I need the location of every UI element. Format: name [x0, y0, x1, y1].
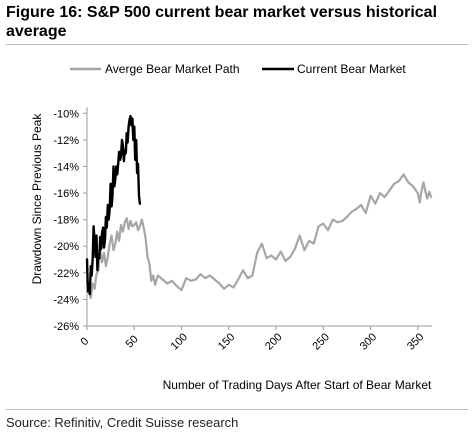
source-divider [6, 409, 468, 410]
legend-label: Current Bear Market [297, 62, 406, 76]
y-tick-label: -18% [53, 215, 79, 227]
source-note: Source: Refinitiv, Credit Suisse researc… [6, 415, 239, 430]
y-tick-label: -16% [53, 188, 79, 200]
y-tick-label: -24% [53, 294, 79, 306]
x-axis-label: Number of Trading Days After Start of Be… [163, 378, 432, 392]
x-tick-label: 100 [169, 331, 190, 352]
x-tick-label: 150 [216, 331, 237, 352]
y-tick-label: -10% [53, 108, 79, 120]
y-tick-label: -22% [53, 268, 79, 280]
chart-legend: Averge Bear Market Path Current Bear Mark… [70, 62, 406, 76]
legend-label: Averge Bear Market Path [105, 62, 240, 76]
x-tick-label: 200 [263, 331, 284, 352]
x-tick-label: 0 [78, 335, 91, 348]
chart-axes: -10% -12% -14% -16% -18% -20% -22% -24% -26% 0 50 1… [53, 107, 432, 353]
line-chart: Averge Bear Market Path Current Bear Mark… [30, 62, 433, 392]
x-tick-label: 50 [124, 333, 141, 350]
chart-area: Averge Bear Market Path Current Bear Mark… [0, 48, 473, 408]
title-divider [6, 44, 468, 45]
y-tick-label: -20% [53, 241, 79, 253]
series-layer [85, 114, 433, 300]
x-tick-label: 250 [310, 331, 331, 352]
x-tick-label: 300 [358, 331, 379, 352]
x-tick-label: 350 [405, 331, 426, 352]
y-tick-label: -26% [53, 321, 79, 333]
series-line-current-bear-market [85, 114, 142, 296]
y-axis-label: Drawdown Since Previous Peak [30, 113, 44, 285]
series-line-average-path [85, 173, 433, 300]
figure-title: Figure 16: S&P 500 current bear market v… [6, 4, 438, 40]
y-tick-label: -14% [53, 161, 79, 173]
y-tick-label: -12% [53, 135, 79, 147]
